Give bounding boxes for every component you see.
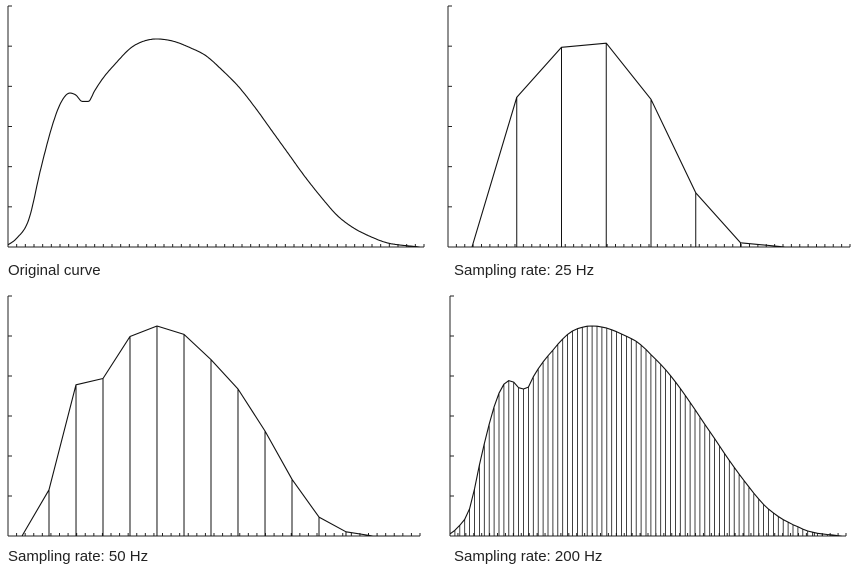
sampled-series-line [449,325,843,537]
chart-caption-200hz: Sampling rate: 200 Hz [454,548,603,565]
chart-panel-original: Original curve [0,0,430,290]
chart-panel-200hz: Sampling rate: 200 Hz [440,290,851,573]
chart-svg-25hz [447,5,851,248]
chart-caption-original: Original curve [8,262,101,279]
sampled-series-line [471,42,830,248]
chart-caption-25hz: Sampling rate: 25 Hz [454,262,595,279]
chart-svg-200hz [449,295,847,537]
chart-panel-25hz: Sampling rate: 25 Hz [440,0,851,290]
chart-svg-original [7,5,425,248]
original-curve-line [7,38,421,248]
chart-caption-50hz: Sampling rate: 50 Hz [8,548,149,565]
chart-svg-50hz [7,295,421,537]
chart-panel-50hz: Sampling rate: 50 Hz [0,290,430,573]
